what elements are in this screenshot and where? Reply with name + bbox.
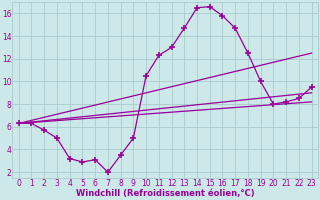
- X-axis label: Windchill (Refroidissement éolien,°C): Windchill (Refroidissement éolien,°C): [76, 189, 254, 198]
